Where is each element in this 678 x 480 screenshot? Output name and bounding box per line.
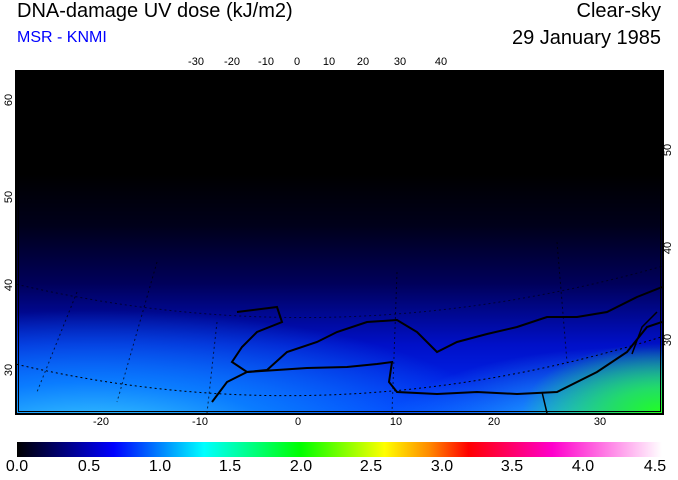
right-lat-tick: 50 <box>662 143 675 157</box>
top-lon-tick: 0 <box>293 56 301 68</box>
map-title: DNA-damage UV dose (kJ/m2) <box>17 0 293 22</box>
source-label: MSR - KNMI <box>17 29 107 46</box>
latitude-line <box>17 336 662 397</box>
top-lon-tick: -30 <box>188 56 204 68</box>
coastlines <box>17 241 662 413</box>
latitude-line <box>17 265 662 319</box>
right-lat-tick: 30 <box>662 333 675 347</box>
colorbar-label: 3.5 <box>500 458 524 475</box>
coastline-africa <box>211 321 662 403</box>
meridian-lines <box>36 241 568 413</box>
uv-dose-map <box>15 70 664 415</box>
bottom-lon-tick: 30 <box>593 416 607 428</box>
top-lon-tick: 30 <box>393 56 407 68</box>
top-lon-tick: 20 <box>356 56 370 68</box>
colorbar-label: 1.0 <box>148 458 172 475</box>
colorbar-label: 2.5 <box>359 458 383 475</box>
colorbar <box>17 442 662 457</box>
borders <box>541 311 658 413</box>
left-lat-tick: 30 <box>3 363 16 377</box>
top-lon-tick: -20 <box>224 56 240 68</box>
colorbar-label: 4.0 <box>571 458 595 475</box>
colorbar-label: 0.5 <box>77 458 101 475</box>
date-label: 29 January 1985 <box>511 27 661 49</box>
colorbar-label: 3.0 <box>430 458 454 475</box>
left-lat-tick: 60 <box>3 93 16 107</box>
colorbar-label: 1.5 <box>218 458 242 475</box>
coastline-north <box>230 286 662 374</box>
bottom-lon-tick: -10 <box>192 416 208 428</box>
bottom-lon-tick: -20 <box>93 416 109 428</box>
left-lat-tick: 40 <box>3 278 16 292</box>
top-lon-tick: 40 <box>434 56 448 68</box>
colorbar-label: 2.0 <box>289 458 313 475</box>
top-lon-tick: -10 <box>258 56 274 68</box>
bottom-lon-tick: 10 <box>389 416 403 428</box>
colorbar-label: 0.0 <box>5 458 29 475</box>
bottom-lon-tick: 20 <box>487 416 501 428</box>
condition-label: Clear-sky <box>576 0 661 22</box>
bottom-lon-tick: 0 <box>294 416 302 428</box>
left-lat-tick: 50 <box>3 190 16 204</box>
right-lat-tick: 40 <box>662 241 675 255</box>
colorbar-label: 4.5 <box>643 458 667 475</box>
top-lon-tick: 10 <box>322 56 336 68</box>
